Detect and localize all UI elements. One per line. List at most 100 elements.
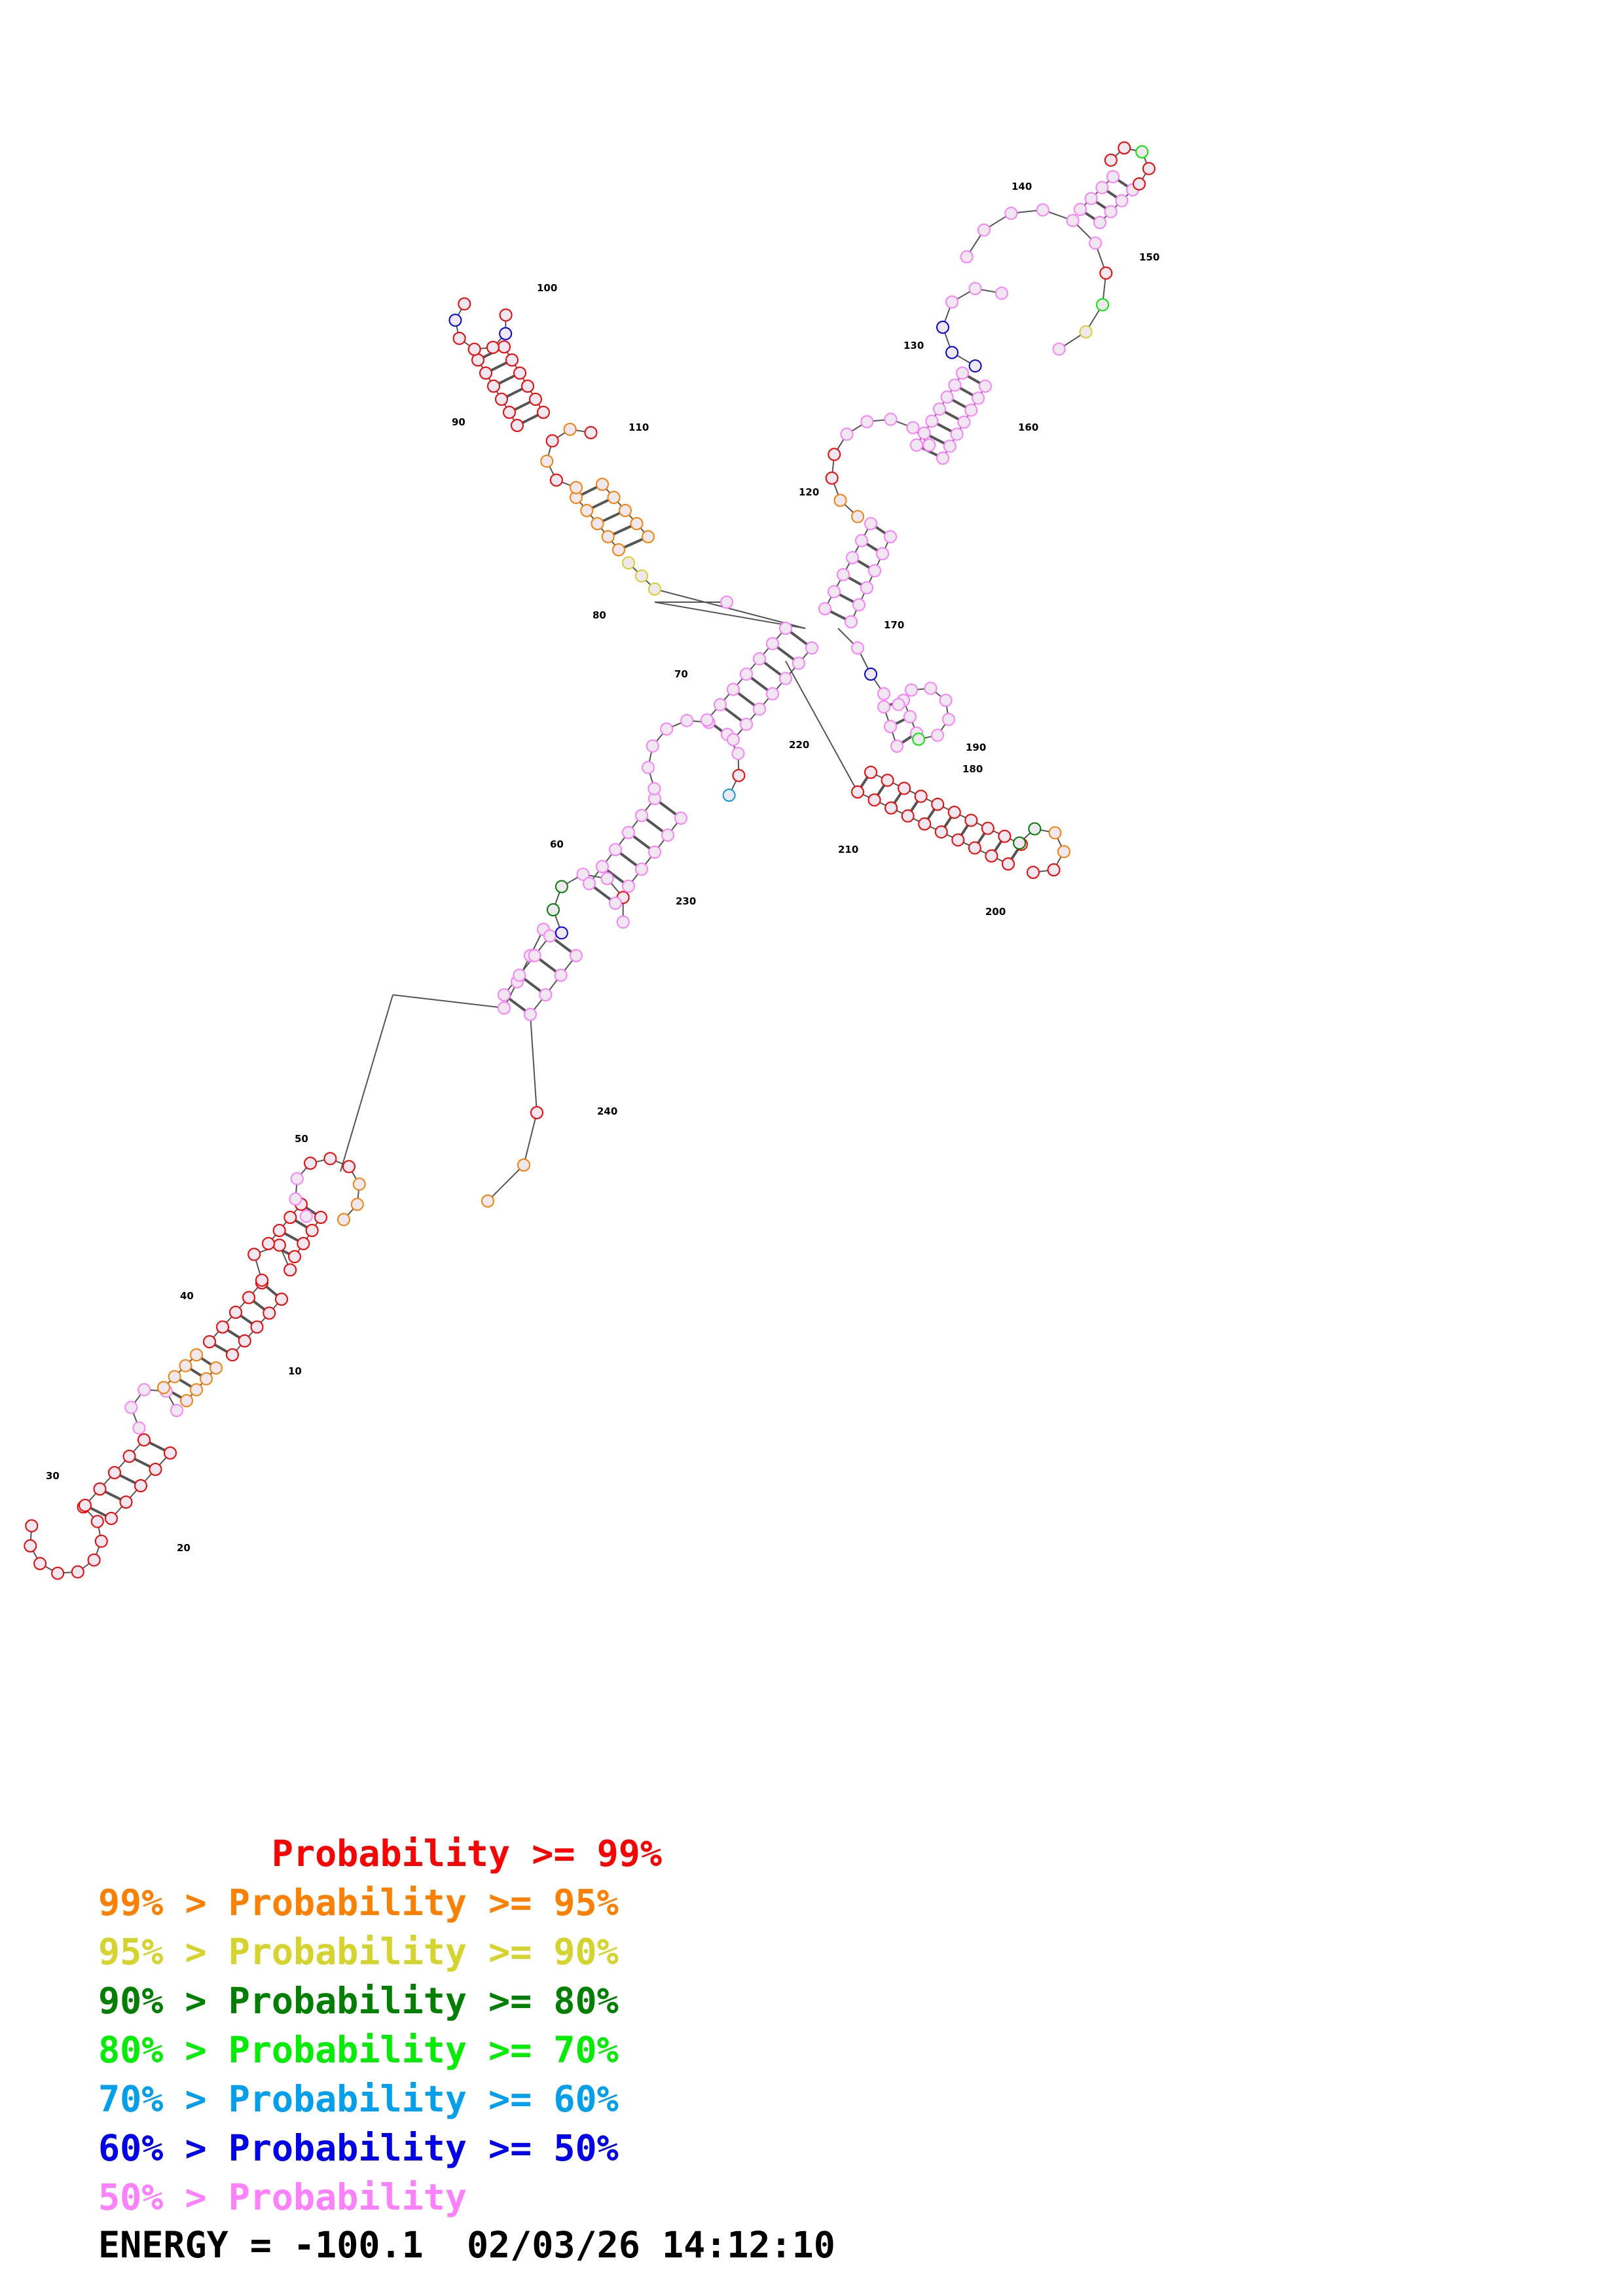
nucleotide <box>452 331 466 345</box>
nucleotide <box>890 740 903 753</box>
nucleotide <box>956 367 969 380</box>
nucleotide <box>529 393 542 406</box>
nucleotide <box>247 1247 261 1261</box>
nucleotide <box>917 426 931 440</box>
nucleotides <box>24 141 1156 1580</box>
nucleotide <box>124 1401 138 1414</box>
nucleotide <box>134 1479 147 1492</box>
nucleotide <box>486 340 500 354</box>
nucleotide <box>1066 213 1080 227</box>
backbone-link <box>654 588 806 629</box>
nucleotide <box>881 774 894 787</box>
nucleotide <box>33 1556 47 1570</box>
nucleotide <box>940 390 954 404</box>
nucleotide <box>137 1383 151 1397</box>
nucleotide <box>305 1224 319 1237</box>
nucleotide <box>766 687 779 700</box>
nucleotide <box>263 1306 276 1320</box>
nucleotide <box>513 969 526 982</box>
nucleotide <box>931 797 945 811</box>
position-label: 210 <box>838 844 858 855</box>
nucleotide <box>1027 865 1040 879</box>
position-label: 190 <box>966 742 986 753</box>
nucleotide <box>576 867 590 881</box>
nucleotide <box>616 915 630 929</box>
nucleotide <box>779 672 792 685</box>
nucleotide <box>87 1553 101 1567</box>
nucleotide <box>250 1320 264 1334</box>
position-label: 140 <box>1012 181 1032 192</box>
nucleotide <box>1089 236 1103 250</box>
nucleotide <box>884 801 898 815</box>
nucleotide <box>1036 203 1049 217</box>
legend-row: 60% > Probability >= 50% <box>98 2124 662 2173</box>
backbone-link <box>654 601 806 629</box>
nucleotide <box>337 1213 350 1227</box>
nucleotide <box>288 1250 301 1263</box>
nucleotide <box>290 1172 304 1185</box>
nucleotide <box>168 1370 181 1384</box>
nucleotide <box>622 556 635 569</box>
position-label: 10 <box>288 1365 302 1377</box>
nucleotide <box>495 393 508 406</box>
nucleotide <box>948 378 962 392</box>
nucleotide <box>609 843 622 856</box>
energy-footer: ENERGY = -100.1 02/03/26 14:12:10 <box>98 2224 835 2266</box>
nucleotide <box>226 1348 239 1361</box>
legend-label: Probability >= 90% <box>228 1931 619 1973</box>
nucleotide <box>876 547 889 560</box>
nucleotide <box>498 340 511 353</box>
nucleotide <box>884 720 897 733</box>
nucleotide <box>714 698 727 711</box>
nucleotide <box>467 342 481 356</box>
nucleotide <box>877 700 890 713</box>
nucleotide <box>939 694 953 707</box>
legend-row: 95% > Probability >= 90% <box>98 1928 662 1977</box>
nucleotide <box>105 1512 118 1525</box>
nucleotide <box>1106 170 1120 183</box>
nucleotide <box>51 1566 65 1580</box>
nucleotide <box>722 788 736 802</box>
position-ticks: 10 20 30 40 50 60 70 80 90 100 110 120 130 140 150 160 1… <box>46 181 1159 1554</box>
nucleotide <box>867 793 881 807</box>
nucleotide <box>818 602 831 615</box>
legend-range: 50% > <box>98 2176 228 2218</box>
nucleotide <box>727 683 740 696</box>
nucleotide <box>323 1152 337 1166</box>
nucleotide <box>977 223 991 237</box>
nucleotide <box>584 426 598 440</box>
nucleotide <box>297 1237 310 1250</box>
nucleotide <box>864 668 877 681</box>
nucleotide <box>149 1463 162 1476</box>
nucleotide <box>71 1565 84 1579</box>
energy-value: ENERGY = -100.1 <box>98 2224 424 2266</box>
position-label: 220 <box>789 739 809 751</box>
nucleotide <box>93 1482 107 1496</box>
nucleotide <box>924 681 938 695</box>
position-label: 60 <box>550 838 564 850</box>
nucleotide <box>998 829 1012 843</box>
nucleotide <box>190 1348 203 1361</box>
nucleotide <box>498 988 511 1001</box>
nucleotide <box>995 287 1008 300</box>
nucleotide <box>157 1381 170 1394</box>
position-label: 20 <box>177 1542 191 1554</box>
position-label: 70 <box>674 668 688 680</box>
timestamp: 02/03/26 14:12:10 <box>466 2224 835 2266</box>
nucleotide <box>545 434 559 448</box>
nucleotide <box>979 380 992 393</box>
nucleotide <box>601 530 615 543</box>
nucleotide <box>957 416 971 429</box>
nucleotide <box>877 687 890 700</box>
nucleotide <box>283 1263 297 1277</box>
nucleotide <box>272 1238 286 1252</box>
nucleotide <box>1099 266 1113 280</box>
nucleotide <box>740 717 753 731</box>
nucleotide <box>925 414 939 428</box>
nucleotide <box>170 1404 183 1417</box>
nucleotide <box>792 656 805 670</box>
nucleotide <box>570 481 583 494</box>
legend-label: Probability >= 80% <box>228 1980 619 2022</box>
legend-range: 70% > <box>98 2078 228 2120</box>
nucleotide <box>851 641 864 655</box>
